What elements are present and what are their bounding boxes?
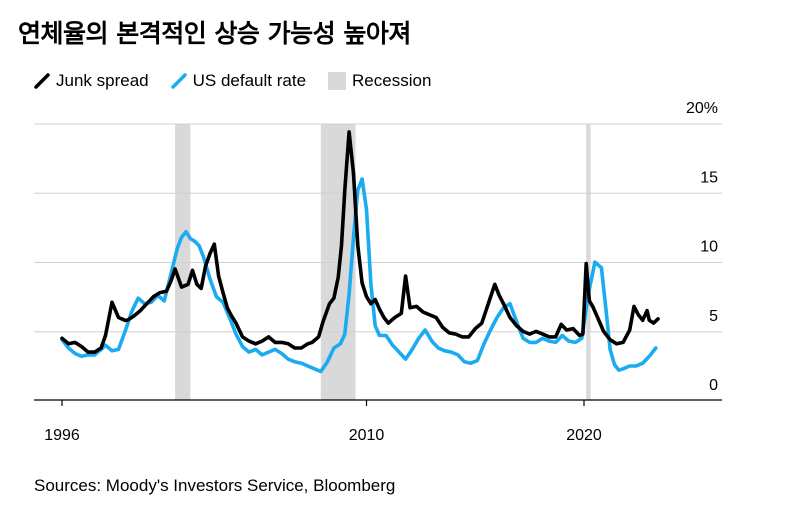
legend-junk-label: Junk spread bbox=[56, 71, 149, 90]
legend-default-swatch bbox=[170, 73, 187, 89]
chart-title: 연체율의 본격적인 상승 가능성 높아져 bbox=[18, 19, 411, 48]
x-tick-label: 2010 bbox=[349, 427, 385, 444]
series-line-us-default-rate bbox=[60, 177, 658, 374]
legend: Junk spread US default rate Recession bbox=[34, 70, 453, 92]
y-tick-label: 10 bbox=[700, 239, 718, 256]
source-note: Sources: Moody's Investors Service, Bloo… bbox=[34, 476, 396, 495]
x-tick-label: 2020 bbox=[566, 427, 602, 444]
y-tick-label: 0 bbox=[709, 377, 718, 394]
x-tick-label: 1996 bbox=[44, 427, 80, 444]
y-tick-label: 15 bbox=[700, 169, 718, 186]
legend-item-recession: Recession bbox=[328, 71, 431, 91]
legend-recession-label: Recession bbox=[352, 71, 432, 90]
y-tick-label: 5 bbox=[709, 308, 718, 325]
legend-item-default: US default rate bbox=[170, 71, 307, 91]
legend-junk-swatch bbox=[34, 73, 50, 89]
series-line-junk-spread bbox=[60, 130, 660, 354]
legend-recession-swatch bbox=[328, 72, 347, 90]
y-tick-label: 20% bbox=[686, 100, 718, 117]
legend-default-label: US default rate bbox=[192, 71, 307, 90]
legend-item-junk: Junk spread bbox=[34, 71, 149, 91]
